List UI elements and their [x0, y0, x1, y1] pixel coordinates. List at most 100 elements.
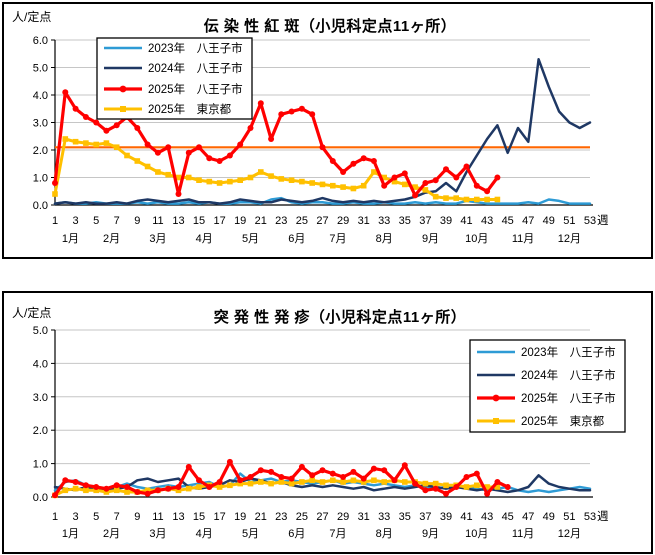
month-label: 5月: [242, 528, 259, 540]
month-label: 1月: [62, 233, 79, 245]
series-1: [53, 474, 592, 494]
week-tick-label: 43: [481, 215, 493, 227]
chart-title: 伝 染 性 紅 斑（小児科定点11ヶ所）: [204, 17, 457, 35]
series-0: [53, 196, 592, 205]
x-axis-ticks: 1 3 5 7 9 11 13 15 17 19 21 23 25 27 29 31 33 35 37 39 41 43 4…: [52, 214, 609, 227]
week-tick-label: 35: [399, 511, 411, 523]
y-tick-label: 0.0: [33, 200, 48, 212]
week-tick-label: 11: [152, 511, 163, 523]
exanthem-chart-panel: 人/定点 突 発 性 発 疹（小児科定点11ヶ所） 0.0 1.0 2.0 3.0 4.…: [2, 291, 653, 554]
month-label: 12月: [558, 233, 581, 245]
y-tick-label: 4.0: [33, 358, 48, 370]
week-tick-label: 23: [275, 511, 287, 523]
week-tick-label: 33: [378, 511, 390, 523]
month-label: 9月: [422, 528, 439, 540]
week-tick-label: 15: [193, 511, 205, 523]
week-tick-label: 7: [114, 215, 120, 227]
y-axis-ticks: 0.0 1.0 2.0 3.0 4.0 5.0: [33, 325, 55, 504]
y-axis-unit-label: 人/定点: [12, 9, 51, 24]
month-label: 7月: [329, 528, 346, 540]
week-tick-label: 27: [316, 511, 328, 523]
month-label: 9月: [422, 233, 439, 245]
y-axis-ticks: 0.0 1.0 2.0 3.0 4.0 5.0 6.0: [33, 35, 55, 212]
month-label: 12月: [558, 528, 581, 540]
month-label: 6月: [288, 233, 305, 245]
y-tick-label: 0.0: [33, 492, 48, 504]
y-tick-label: 1.0: [33, 459, 48, 471]
week-tick-label: 5: [93, 511, 99, 523]
y-tick-label: 2.0: [33, 425, 48, 437]
week-tick-label: 33: [378, 215, 390, 227]
y-tick-label: 5.0: [33, 63, 48, 75]
week-tick-label: 9: [134, 511, 140, 523]
y-tick-label: 1.0: [33, 173, 48, 185]
series-2: [52, 458, 511, 499]
legend-label: 2023年 八王子市: [521, 345, 616, 359]
week-tick-label: 19: [234, 511, 246, 523]
week-tick-label: 21: [255, 511, 267, 523]
erythema-chart-panel: 人/定点 伝 染 性 紅 斑（小児科定点11ヶ所） 0.0 1.0 2.0 3.0 4.…: [2, 2, 653, 259]
week-tick-label: 17: [213, 215, 225, 227]
month-label: 2月: [103, 528, 120, 540]
month-label: 7月: [329, 233, 346, 245]
week-tick-label: 41: [460, 511, 472, 523]
month-label: 2月: [103, 233, 120, 245]
week-tick-label: 29: [337, 215, 349, 227]
month-label: 11月: [512, 233, 534, 245]
legend-label: 2025年 八王子市: [521, 391, 616, 405]
month-label: 1月: [62, 528, 79, 540]
y-tick-label: 6.0: [33, 35, 48, 47]
week-tick-label: 3: [73, 215, 79, 227]
week-tick-label: 19: [234, 215, 246, 227]
week-tick-label: 37: [419, 215, 431, 227]
week-tick-label: 21: [255, 215, 267, 227]
week-tick-label: 29: [337, 511, 349, 523]
week-tick-label: 37: [419, 511, 431, 523]
week-tick-label: 51: [563, 511, 575, 523]
legend-label: 2023年 八王子市: [148, 41, 243, 55]
month-label: 8月: [376, 233, 393, 245]
week-tick-label: 1: [52, 215, 58, 227]
week-tick-label: 51: [563, 215, 575, 227]
week-tick-label: 5: [93, 215, 99, 227]
week-tick-label: 39: [440, 511, 452, 523]
week-tick-label: 31: [358, 511, 370, 523]
week-tick-label: 31: [358, 215, 370, 227]
x-axis-unit-label: 週: [597, 510, 609, 523]
legend-label: 2025年 東京都: [521, 414, 605, 428]
week-tick-label: 45: [502, 511, 514, 523]
exanthem-subitum-chart: 人/定点 突 発 性 発 疹（小児科定点11ヶ所） 0.0 1.0 2.0 3.0 4.…: [12, 305, 626, 540]
week-tick-label: 41: [460, 215, 472, 227]
legend-label: 2025年 東京都: [148, 102, 232, 116]
week-tick-label: 3: [73, 511, 79, 523]
week-tick-label: 1: [52, 511, 58, 523]
week-tick-label: 15: [193, 215, 205, 227]
month-label: 10月: [465, 528, 488, 540]
month-label: 6月: [288, 528, 305, 540]
week-tick-label: 49: [543, 511, 555, 523]
week-tick-label: 45: [502, 215, 514, 227]
x-axis-unit-label: 週: [597, 214, 609, 227]
month-label: 8月: [376, 528, 393, 540]
week-tick-label: 17: [213, 511, 225, 523]
week-tick-label: 27: [316, 215, 328, 227]
y-tick-label: 3.0: [33, 118, 48, 130]
month-label: 3月: [149, 528, 166, 540]
week-tick-label: 11: [152, 215, 163, 227]
month-label: 5月: [242, 233, 259, 245]
y-tick-label: 3.0: [33, 392, 48, 404]
week-tick-label: 13: [172, 511, 184, 523]
week-tick-label: 7: [114, 511, 120, 523]
month-label: 10月: [465, 233, 488, 245]
month-label: 4月: [196, 233, 213, 245]
y-tick-label: 5.0: [33, 325, 48, 337]
legend-label: 2024年 八王子市: [148, 61, 243, 75]
x-axis-ticks: 1 3 5 7 9 11 13 15 17 19 21 23 25 27 29 31 33 35 37 39 41 43 4…: [52, 510, 609, 523]
series-3: [52, 136, 501, 203]
month-label: 3月: [149, 233, 166, 245]
week-tick-label: 53: [584, 511, 596, 523]
legend-label: 2025年 八王子市: [148, 82, 243, 96]
legend: 2023年 八王子市 2024年 八王子市 2025年 八王子市 2025年 東京都: [469, 339, 626, 433]
month-label: 11月: [512, 528, 534, 540]
week-tick-label: 25: [296, 215, 308, 227]
